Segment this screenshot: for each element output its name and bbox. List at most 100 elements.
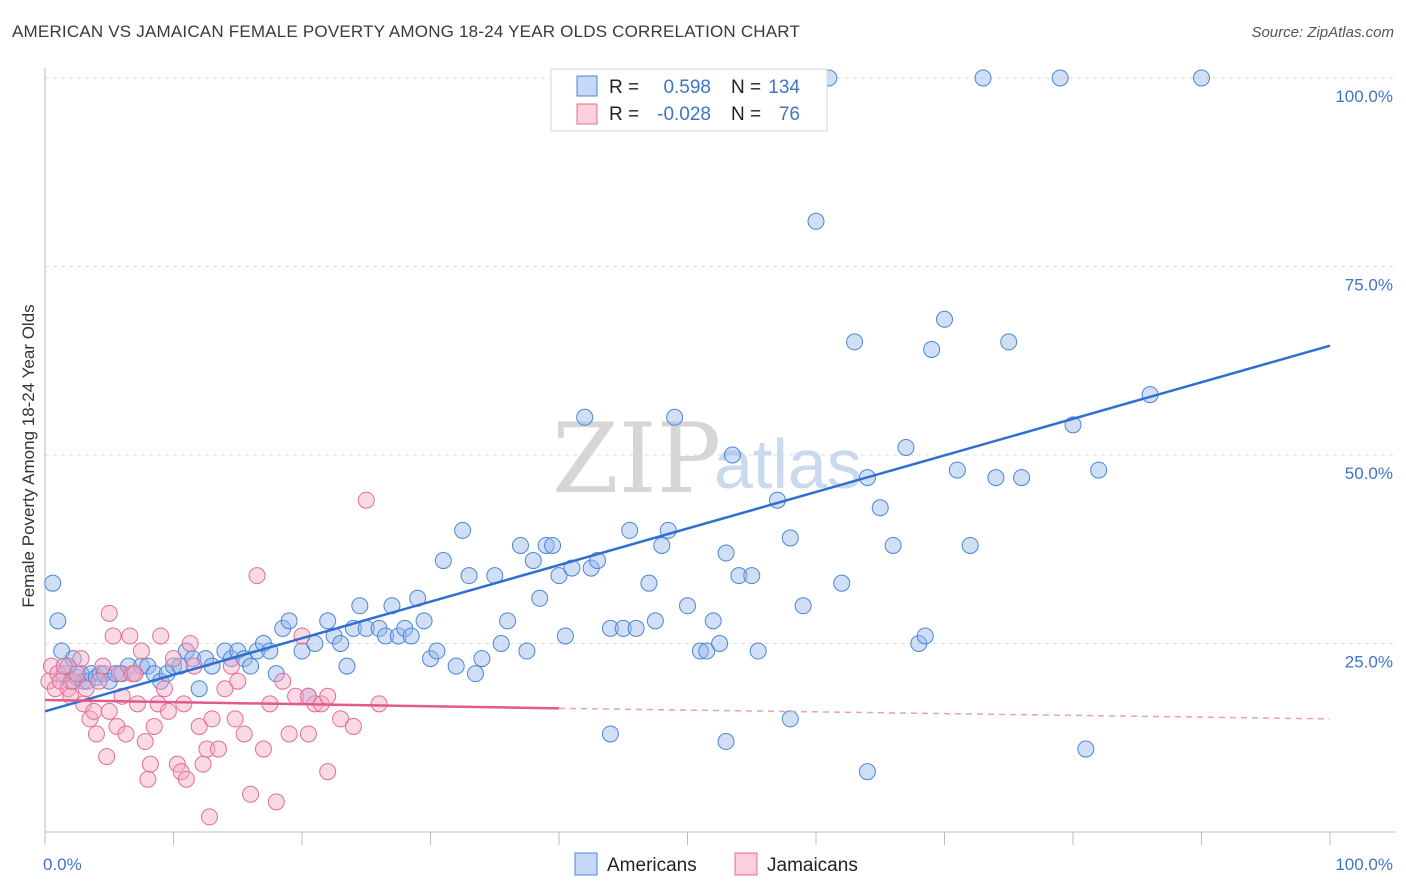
axes: [44, 68, 1395, 845]
point-jamaicans: [248, 567, 266, 585]
trendline-jamaicans-extension: [558, 707, 1331, 720]
point-americans: [691, 642, 709, 660]
point-americans: [338, 657, 356, 675]
point-jamaicans: [100, 604, 118, 622]
point-jamaicans: [136, 733, 154, 751]
point-jamaicans: [132, 642, 150, 660]
point-jamaicans: [87, 725, 105, 743]
point-jamaicans: [129, 695, 147, 713]
point-americans: [377, 627, 395, 645]
point-americans: [1013, 469, 1031, 487]
point-americans: [666, 408, 684, 426]
point-jamaicans: [77, 680, 95, 698]
y-tick-label: 75.0%: [1345, 276, 1393, 295]
point-americans: [1090, 461, 1108, 479]
point-americans: [974, 69, 992, 87]
point-jamaicans: [209, 740, 227, 758]
point-jamaicans: [254, 740, 272, 758]
bottom-legend-swatch-jamaicans: [734, 852, 758, 876]
point-jamaicans: [117, 725, 135, 743]
point-americans: [601, 619, 619, 637]
point-americans: [473, 650, 491, 668]
series-legend: Americans Jamaicans: [574, 852, 858, 876]
point-jamaicans: [72, 650, 90, 668]
point-americans: [428, 642, 446, 660]
point-jamaicans: [299, 687, 317, 705]
point-americans: [679, 597, 696, 615]
point-americans: [589, 552, 607, 570]
point-americans: [1051, 69, 1069, 87]
tick-labels: 25.0% 50.0% 75.0% 100.0% 0.0% 100.0%: [43, 87, 1393, 874]
point-americans: [653, 536, 671, 554]
point-jamaicans: [299, 725, 317, 743]
point-americans: [846, 333, 864, 351]
point-jamaicans: [280, 725, 298, 743]
legend-r-value-1: 0.598: [663, 77, 711, 98]
point-americans: [460, 567, 478, 585]
x-tick-label: 0.0%: [43, 855, 82, 874]
point-americans: [948, 461, 966, 479]
legend-n-label-2: N =: [731, 104, 761, 125]
point-americans: [897, 438, 915, 456]
point-americans: [723, 446, 741, 464]
point-jamaicans: [274, 672, 292, 690]
point-americans: [916, 627, 934, 645]
watermark-zip: ZIP: [552, 403, 721, 515]
series-americans: [44, 69, 1210, 781]
point-americans: [319, 612, 337, 630]
legend-r-value-2: -0.028: [657, 104, 711, 125]
point-americans: [614, 619, 632, 637]
point-americans: [550, 567, 568, 585]
x-tick-label: 100.0%: [1335, 855, 1393, 874]
point-jamaicans: [203, 710, 221, 728]
point-americans: [884, 536, 902, 554]
point-americans: [601, 725, 619, 743]
point-americans: [44, 574, 62, 592]
point-americans: [1077, 740, 1095, 758]
point-jamaicans: [177, 770, 195, 788]
point-jamaicans: [229, 672, 247, 690]
point-americans: [1000, 333, 1018, 351]
point-jamaicans: [235, 725, 253, 743]
point-americans: [293, 642, 311, 660]
point-americans: [242, 657, 260, 675]
point-americans: [454, 521, 472, 539]
point-americans: [833, 574, 851, 592]
point-jamaicans: [190, 717, 208, 735]
point-jamaicans: [145, 717, 163, 735]
point-jamaicans: [156, 680, 174, 698]
point-americans: [923, 340, 941, 358]
point-jamaicans: [370, 695, 388, 713]
point-americans: [871, 499, 889, 517]
point-jamaicans: [319, 763, 337, 781]
point-jamaicans: [104, 627, 122, 645]
stats-legend: R = 0.598 N = 134 R = -0.028 N = 76: [550, 68, 828, 132]
point-jamaicans: [319, 687, 337, 705]
point-jamaicans: [90, 672, 108, 690]
point-jamaicans: [216, 680, 234, 698]
point-americans: [621, 521, 639, 539]
point-americans: [499, 612, 517, 630]
point-jamaicans: [68, 665, 86, 683]
point-jamaicans: [181, 635, 199, 652]
point-americans: [576, 408, 594, 426]
point-jamaicans: [100, 702, 118, 720]
point-americans: [556, 627, 574, 645]
point-americans: [858, 763, 876, 781]
point-americans: [415, 612, 433, 630]
point-americans: [511, 536, 529, 554]
bottom-legend-jamaicans: Jamaicans: [767, 855, 858, 876]
point-jamaicans: [194, 755, 212, 773]
point-americans: [544, 536, 562, 554]
point-jamaicans: [198, 740, 216, 758]
point-jamaicans: [94, 657, 112, 675]
y-tick-label: 25.0%: [1345, 653, 1393, 672]
point-americans: [280, 612, 298, 630]
legend-n-value-1: 134: [768, 77, 800, 98]
legend-swatch-jamaicans: [576, 103, 598, 125]
point-americans: [524, 552, 542, 570]
point-jamaicans: [111, 665, 129, 683]
point-americans: [531, 589, 549, 607]
trendlines: [44, 344, 1331, 720]
point-americans: [646, 612, 664, 630]
